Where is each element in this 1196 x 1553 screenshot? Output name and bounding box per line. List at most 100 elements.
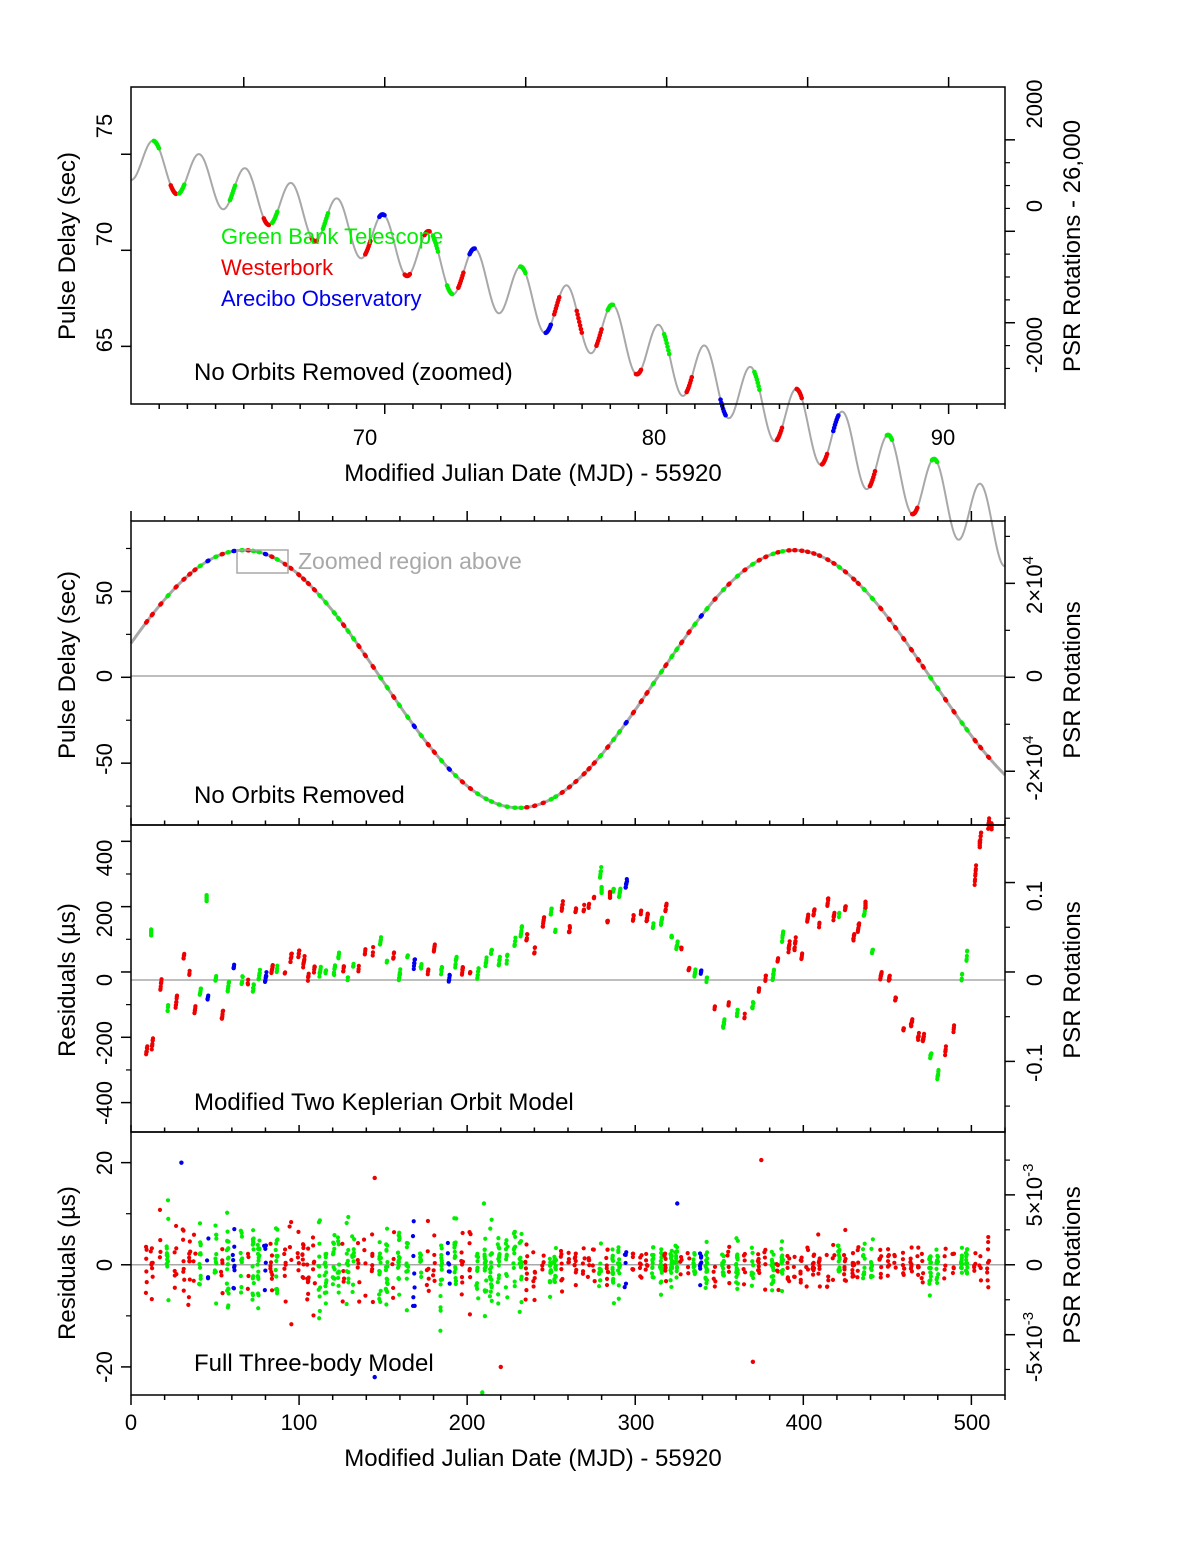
full-delay-obs-point: [680, 639, 685, 644]
kepler-residual-point: [618, 886, 623, 891]
threebody-residual-point: [418, 1258, 424, 1263]
threebody-residual-point: [424, 1282, 429, 1288]
full-delay-obs-point: [675, 646, 680, 651]
threebody-residual-point: [610, 1253, 615, 1259]
threebody-residual-point: [963, 1251, 968, 1256]
threebody-residual-point: [826, 1278, 831, 1283]
threebody-residual-point: [638, 1255, 643, 1260]
threebody-residual-point: [482, 1254, 487, 1259]
kepler-residual-point: [586, 905, 591, 911]
kepler-residual-point: [519, 928, 524, 933]
threebody-ylabel-right: PSR Rotations: [1059, 1186, 1086, 1343]
threebody-residual-point: [361, 1237, 367, 1242]
threebody-residual-point: [225, 1239, 230, 1244]
threebody-residual-point: [283, 1299, 288, 1304]
kepler-residual-point: [174, 999, 179, 1004]
threebody-residual-point: [289, 1322, 294, 1327]
threebody-residual-point: [269, 1253, 275, 1258]
threebody-residual-point: [587, 1263, 592, 1268]
threebody-residual-point: [540, 1263, 545, 1268]
full-delay-obs-point: [468, 786, 474, 792]
kepler-residual-point: [611, 886, 616, 891]
kepler-residual-point: [989, 827, 994, 832]
threebody-residual-point: [549, 1269, 554, 1275]
threebody-residual-point: [935, 1280, 940, 1286]
threebody-residual-point: [558, 1248, 564, 1254]
threebody-residual-point: [560, 1276, 565, 1282]
threebody-residual-point: [523, 1297, 528, 1302]
threebody-residual-point: [165, 1264, 170, 1269]
threebody-residual-point: [978, 1254, 983, 1259]
threebody-residual-point: [919, 1251, 924, 1257]
full-delay-obs-point: [902, 637, 907, 642]
threebody-residual-point: [488, 1289, 493, 1294]
kepler-residual-point: [977, 845, 982, 850]
threebody-residual-point: [432, 1252, 437, 1258]
threebody-residual-point: [453, 1281, 458, 1287]
kepler-residual-point: [806, 912, 811, 917]
threebody-residual-point: [197, 1262, 202, 1267]
threebody-residual-point: [553, 1263, 558, 1269]
threebody-residual-point: [250, 1276, 255, 1281]
full-delay-obs-point: [378, 676, 384, 681]
threebody-residual-point: [149, 1266, 155, 1271]
kepler-residual-point: [489, 951, 494, 956]
zoomed-obs-point: [599, 327, 604, 332]
threebody-residual-point: [824, 1252, 829, 1258]
threebody-residual-point: [317, 1316, 322, 1321]
threebody-residual-point: [232, 1227, 237, 1232]
kepler-residual-point: [787, 942, 792, 947]
threebody-residual-point: [324, 1251, 329, 1256]
threebody-residual-point: [214, 1232, 219, 1238]
threebody-residual-point: [622, 1285, 627, 1290]
threebody-residual-point: [487, 1294, 493, 1299]
kepler-residuals-panel: Modified Two Keplerian Orbit Model 400 2…: [54, 816, 1086, 1125]
threebody-residual-point: [496, 1301, 501, 1306]
full-delay-obs-point: [426, 743, 431, 748]
threebody-residual-point: [678, 1259, 683, 1264]
zoomed-obs-point: [556, 295, 562, 300]
threebody-residual-point: [756, 1260, 761, 1265]
threebody-residual-point: [213, 1256, 218, 1261]
threebody-residual-point: [191, 1259, 196, 1264]
threebody-residual-point: [275, 1291, 280, 1296]
threebody-residual-point: [762, 1250, 767, 1255]
kepler-residual-point: [165, 1008, 170, 1014]
threebody-ytick-label-20: 20: [92, 1151, 117, 1175]
threebody-residual-point: [547, 1278, 552, 1284]
threebody-residual-point: [751, 1275, 756, 1281]
threebody-residual-point: [780, 1258, 785, 1263]
full-delay-obs-point: [670, 653, 675, 658]
threebody-residual-point: [674, 1269, 679, 1274]
threebody-residual-point: [426, 1276, 431, 1281]
threebody-residual-point: [959, 1255, 964, 1261]
kepler-residual-point: [567, 929, 572, 935]
zoomed-obs-point: [872, 468, 878, 474]
threebody-residual-point: [282, 1266, 287, 1271]
kepler-residual-point: [664, 901, 669, 906]
threebody-residual-point: [395, 1250, 401, 1255]
threebody-residual-point: [438, 1282, 443, 1287]
threebody-residual-point: [692, 1252, 697, 1257]
kepler-residual-point: [397, 972, 403, 977]
kepler-residual-point: [624, 879, 630, 884]
threebody-residual-point: [617, 1263, 622, 1268]
threebody-residual-point: [805, 1245, 810, 1250]
threebody-residual-point: [816, 1271, 821, 1276]
threebody-residual-point: [617, 1257, 622, 1262]
kepler-residual-point: [651, 921, 656, 926]
threebody-residual-point: [269, 1276, 274, 1281]
kepler-residual-point: [289, 951, 294, 956]
threebody-residual-point: [909, 1245, 914, 1250]
threebody-residual-point: [198, 1273, 203, 1279]
threebody-residual-point: [488, 1270, 493, 1275]
kepler-residual-point: [145, 1044, 150, 1049]
full-delay-obs-point: [826, 557, 831, 563]
threebody-residual-point: [453, 1254, 458, 1259]
threebody-residual-point: [934, 1247, 939, 1252]
kepler-residual-point: [240, 979, 245, 984]
threebody-residual-point: [218, 1269, 224, 1274]
threebody-residual-point: [157, 1207, 163, 1212]
full-delay-obs-point: [357, 644, 362, 650]
full-delay-obs-point: [806, 549, 811, 555]
